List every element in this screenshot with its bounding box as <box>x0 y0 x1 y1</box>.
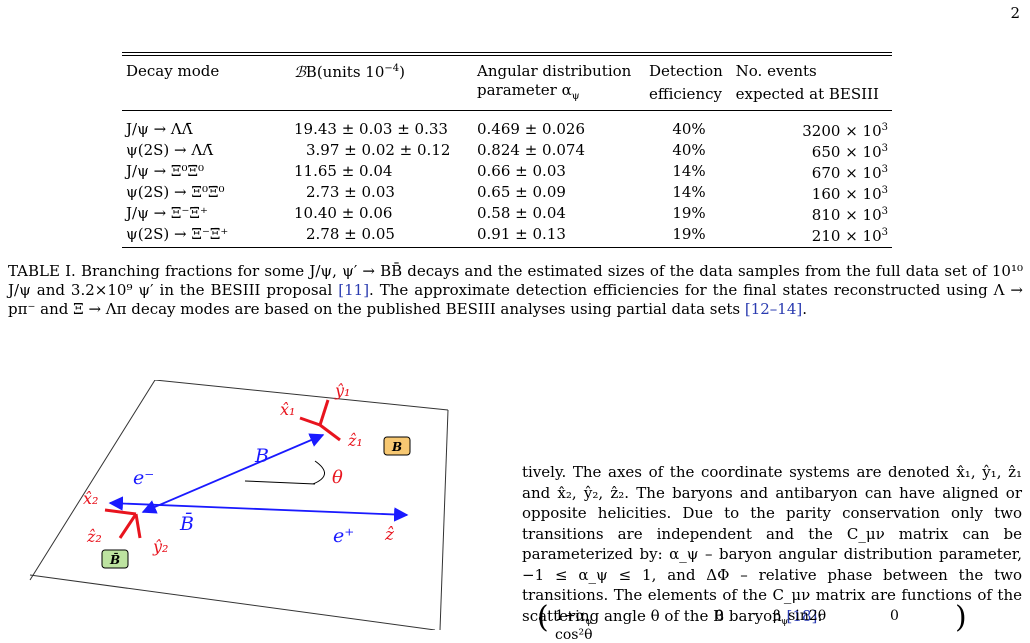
table-row: J/ψ → Ξ⁰Ξ̄⁰ 11.65 ± 0.04 0.66 ± 0.03 14%… <box>122 161 892 182</box>
results-table: Decay mode ℬB(units 10−4) Angular distri… <box>122 57 892 248</box>
cell-branching: 11.65 ± 0.04 <box>294 162 393 180</box>
badge-B-bar-label: B̄ <box>109 551 120 567</box>
matrix-left-paren: ( <box>537 600 549 635</box>
scattering-plane <box>29 380 449 581</box>
cell-efficiency: 40% <box>672 120 706 138</box>
matrix-cell-4: 0 <box>890 608 899 624</box>
cell-events: 160 × 103 <box>811 185 888 203</box>
table-row: ψ(2S) → ΛΛ̄ 3.97 ± 0.02 ± 0.12 0.824 ± 0… <box>122 140 892 161</box>
body-paragraph: tively. The axes of the coordinate syste… <box>522 463 1022 625</box>
label-x2: x̂₂ <box>83 489 98 508</box>
table-caption: TABLE I. Branching fractions for some J/… <box>8 262 1023 318</box>
header-branching: ℬB(units 10−4) <box>294 63 405 81</box>
cell-efficiency: 14% <box>672 183 706 201</box>
cell-decay: J/ψ → Ξ⁻Ξ̄⁺ <box>126 204 208 222</box>
label-B: B <box>254 445 269 467</box>
y1-axis <box>318 399 330 426</box>
label-z1: ẑ₁ <box>347 431 363 450</box>
cell-alpha: 0.824 ± 0.074 <box>477 141 585 159</box>
x1-axis <box>299 416 321 427</box>
badge-B-label: B <box>391 440 402 454</box>
beam-line <box>108 496 409 522</box>
cell-decay: J/ψ → Ξ⁰Ξ̄⁰ <box>126 162 205 180</box>
table-top-rule-2 <box>122 55 892 56</box>
cell-events: 3200 × 103 <box>802 122 888 140</box>
matrix-cell-1: 1+αψ cos²θ <box>555 608 593 643</box>
label-B-bar: B̄ <box>179 512 194 535</box>
cell-alpha: 0.65 ± 0.09 <box>477 183 566 201</box>
cell-alpha: 0.91 ± 0.13 <box>473 224 646 248</box>
cell-alpha: 0.469 ± 0.026 <box>477 120 585 138</box>
label-e-plus: e⁺ <box>333 525 354 547</box>
z1-axis <box>319 423 341 442</box>
header-efficiency-2: efficiency <box>645 81 732 111</box>
matrix-right-paren: ) <box>955 600 967 635</box>
cell-efficiency: 40% <box>672 141 706 159</box>
x2-axis <box>104 508 137 516</box>
label-theta: θ <box>332 467 343 488</box>
label-z2: ẑ₂ <box>86 527 102 546</box>
label-e-minus: e⁻ <box>133 467 154 489</box>
table-row: ψ(2S) → Ξ⁻Ξ̄⁺ 2.78 ± 0.05 0.91 ± 0.13 19… <box>122 224 892 248</box>
cell-events: 810 × 103 <box>811 206 888 224</box>
cell-events: 210 × 103 <box>731 224 892 248</box>
z-reference <box>244 480 316 485</box>
table-header-row-2: parameter αψ efficiency expected at BESI… <box>122 81 892 111</box>
matrix-cell-3: βψsin2θ <box>773 608 827 627</box>
table-row: J/ψ → Ξ⁻Ξ̄⁺ 10.40 ± 0.06 0.58 ± 0.04 19%… <box>122 203 892 224</box>
header-angular-1: Angular distribution <box>477 61 632 80</box>
badge-B <box>383 436 411 456</box>
helicity-frame-figure: e⁻ e⁺ B B̄ θ ẑ x̂₁ ŷ₁ ẑ₁ x̂₂ ŷ₂ ẑ₂ B B̄ <box>29 380 449 630</box>
table-top-rule-1 <box>122 52 892 53</box>
header-efficiency-1: Detection <box>649 61 723 80</box>
cell-alpha: 0.58 ± 0.04 <box>477 204 566 222</box>
cell-events: 670 × 103 <box>811 164 888 182</box>
cell-efficiency: 19% <box>672 204 706 222</box>
cell-efficiency: 19% <box>645 224 732 248</box>
cell-decay: ψ(2S) → ΛΛ̄ <box>126 141 214 159</box>
header-events-2: expected at BESIII <box>731 81 892 111</box>
baryon-line <box>141 433 325 514</box>
scattering-plane-edge <box>29 574 436 630</box>
header-events-1: No. events <box>735 61 817 80</box>
page-number: 2 <box>1010 4 1020 22</box>
header-decay-mode: Decay mode <box>126 61 220 80</box>
cell-decay: J/ψ → ΛΛ̄ <box>126 120 193 138</box>
cell-alpha: 0.66 ± 0.03 <box>477 162 566 180</box>
citation-link[interactable]: [11] <box>338 281 370 299</box>
cell-events: 650 × 103 <box>811 143 888 161</box>
table-row: J/ψ → ΛΛ̄ 19.43 ± 0.03 ± 0.33 0.469 ± 0.… <box>122 119 892 140</box>
scattering-plane-right-edge <box>439 409 449 630</box>
label-z-hat: ẑ <box>384 525 395 545</box>
cell-branching: 2.73 ± 0.03 <box>306 183 395 201</box>
cell-branching: 3.97 ± 0.02 ± 0.12 <box>306 141 451 159</box>
cell-branching: 19.43 ± 0.03 ± 0.33 <box>294 120 448 138</box>
z2-axis <box>118 513 138 539</box>
y2-axis <box>134 513 142 539</box>
label-y1: ŷ₁ <box>334 381 350 400</box>
cell-decay: ψ(2S) → Ξ⁻Ξ̄⁺ <box>122 224 290 248</box>
citation-link[interactable]: [12–14] <box>744 300 803 318</box>
header-angular-2: parameter αψ <box>473 81 646 111</box>
cell-branching: 2.78 ± 0.05 <box>290 224 473 248</box>
citation-link[interactable]: [18] <box>786 606 818 625</box>
cell-branching: 10.40 ± 0.06 <box>294 204 393 222</box>
matrix-cell-2: 0 <box>715 608 724 624</box>
label-y2: ŷ₂ <box>152 537 168 556</box>
label-x1: x̂₁ <box>280 400 295 419</box>
cell-decay: ψ(2S) → Ξ⁰Ξ̄⁰ <box>126 183 225 201</box>
badge-B-bar <box>101 549 129 569</box>
table-row: ψ(2S) → Ξ⁰Ξ̄⁰ 2.73 ± 0.03 0.65 ± 0.09 14… <box>122 182 892 203</box>
table-header-row-1: Decay mode ℬB(units 10−4) Angular distri… <box>122 57 892 82</box>
theta-arc <box>312 460 325 485</box>
cell-efficiency: 14% <box>672 162 706 180</box>
